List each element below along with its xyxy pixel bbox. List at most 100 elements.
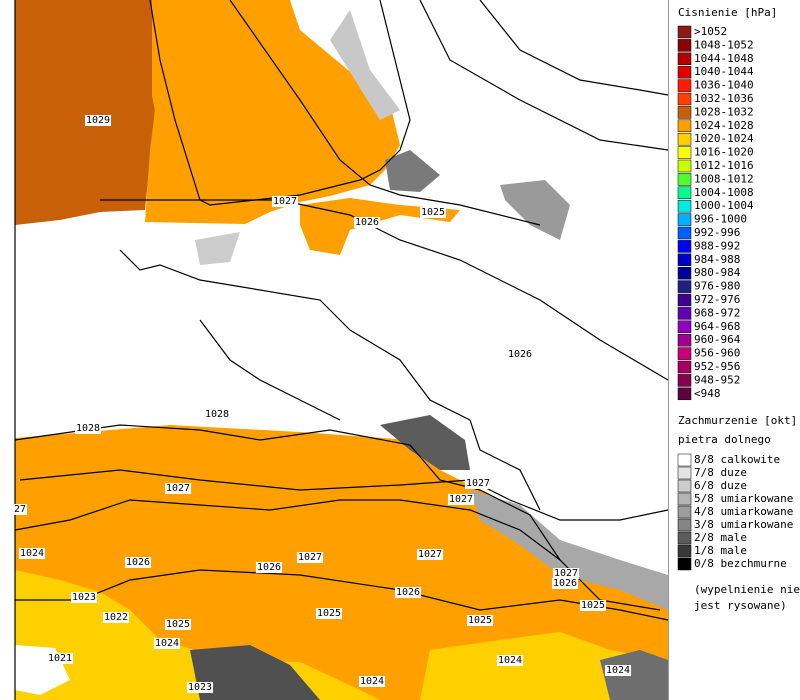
legend-label: 980-984 [694,266,741,279]
isobar-label: 1023 [72,592,96,603]
legend-swatch [677,453,692,467]
border [419,0,669,151]
isobar-label-box [12,504,28,515]
legend-swatch [677,253,692,267]
legend-label: 1024-1028 [694,119,754,132]
isobar-label: 1026 [396,587,420,598]
legend-label: 996-1000 [694,213,747,226]
isobar-label-box [70,592,98,603]
isobar-label-box [164,619,192,630]
isobar-label: 1027 [418,549,442,560]
legend-title: Cisnienie [hPa] [678,6,777,19]
isobar-label: 1022 [104,612,128,623]
isobar-label-box [552,568,580,579]
legend-label: 972-976 [694,293,740,306]
legend-swatch [677,557,692,571]
isobar-label-box [419,207,447,218]
isobar-label: 1024 [360,676,384,687]
isobar-label: 1024 [155,638,179,649]
legend-label: 5/8 umiarkowane [694,492,793,505]
legend-label: 948-952 [694,373,740,386]
legend-swatch [677,280,692,293]
legend-title: Zachmurzenie [okt] [678,414,797,427]
legend-swatch [677,65,692,79]
isobar-label: 1025 [317,608,341,619]
isobar-label-box [315,608,343,619]
legend-swatch [677,333,692,347]
isobar-label-box [358,676,386,687]
isobar-label-box [153,638,181,649]
isobar-label: 1029 [86,115,110,126]
isobar-label: 1025 [166,619,190,630]
legend-label: 1016-1020 [694,146,754,159]
legend-swatch [677,213,692,226]
legend-label: 1032-1036 [694,92,754,105]
isobar-label-box [466,615,494,626]
legend-label: 7/8 duze [694,466,747,479]
isobar-label-box [18,548,46,559]
legend-label: 1004-1008 [694,186,754,199]
legend-label: 1000-1004 [694,199,754,212]
legend-swatch [677,25,692,39]
legend-swatch [677,479,692,493]
isobar-label-box [296,552,324,563]
isobar-label: 1027 [554,568,578,579]
isobar-label-box [506,349,534,360]
isobar-label: 1025 [421,207,445,218]
legend-swatch [677,92,692,106]
border [479,0,669,96]
legend-swatch [677,146,692,159]
legend-label: 1048-1052 [694,38,754,51]
isobar-label-box [74,423,102,434]
cloud-area [380,415,470,470]
cloud-area [195,232,240,265]
border [14,424,561,561]
isobar-label-box [604,665,632,676]
isobar-label: 1026 [553,578,577,589]
isobar-label-box [102,612,130,623]
legend-label: 964-968 [694,320,740,333]
legend-label: 968-972 [694,306,740,319]
legend-swatch [677,387,692,401]
isobar-label-box [255,562,283,573]
isobar-label: 1027 [166,483,190,494]
legend-swatch [677,374,692,387]
legend-label: 2/8 male [694,531,747,544]
legend-swatch [677,79,692,92]
legend-swatch [677,39,692,52]
isobar-label-box [124,557,152,568]
isobar-label: 1027 [449,494,473,505]
legend-label: 952-956 [694,360,740,373]
legend-label: 960-964 [694,333,741,346]
border [14,499,661,611]
isobar-label: 1025 [468,615,492,626]
isobar-label: 1026 [508,349,532,360]
isobar-label-box [84,115,112,126]
legend-swatch [677,505,692,519]
legend-swatch [677,199,692,213]
isobar-label: 1026 [126,557,150,568]
cloud-area [470,490,668,610]
legend-swatch [677,347,692,360]
legend-label: 1008-1012 [694,172,754,185]
area-1024 [145,0,400,224]
isobar-label-box [271,196,299,207]
legend-swatch [677,119,692,133]
isobar-label: 27 [14,504,26,515]
isobar-label: 1027 [298,552,322,563]
legend-swatch [677,466,692,480]
legend-label: >1052 [694,25,727,38]
isobar-label: 1026 [355,217,379,228]
legend-swatch [677,186,692,200]
isobar-label-box [353,217,381,228]
legend-swatch [677,173,692,186]
legend-label: 976-980 [694,280,740,293]
isobar-label-box [551,578,579,589]
legend-swatch [677,159,692,173]
isobar-label: 1021 [48,653,72,664]
isobar [100,199,669,381]
legend-label: 1028-1032 [694,105,754,118]
legend-swatch [677,307,692,320]
isobar-label: 1024 [606,665,630,676]
